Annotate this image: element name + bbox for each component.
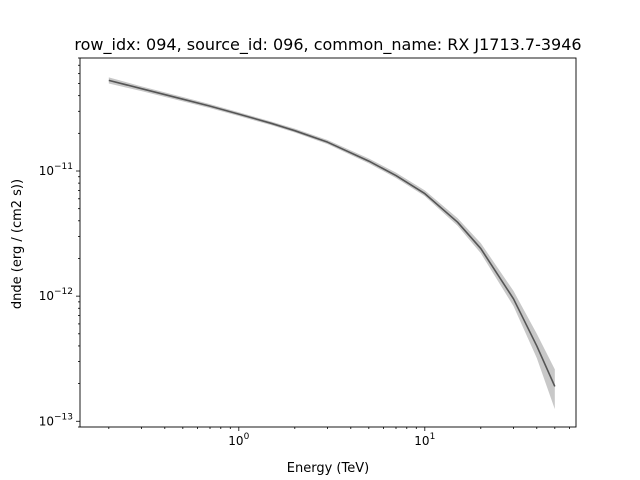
- x-tick-label-0: 100: [228, 432, 249, 448]
- y-tick-label-0: 10−13: [39, 412, 73, 428]
- y-axis-label: dnde (erg / (cm2 s)): [10, 179, 25, 309]
- plot-area: 100 101 10−13 10−12 10−11: [39, 57, 577, 448]
- chart-title: row_idx: 094, source_id: 096, common_nam…: [74, 35, 581, 55]
- series-line-0: [108, 79, 556, 387]
- y-tick-label-2: 10−11: [39, 162, 73, 178]
- x-axis-label: Energy (TeV): [287, 461, 369, 476]
- x-tick-label-1: 101: [414, 432, 435, 448]
- y-tick-label-1: 10−12: [39, 287, 73, 303]
- axes-frame: [79, 57, 577, 428]
